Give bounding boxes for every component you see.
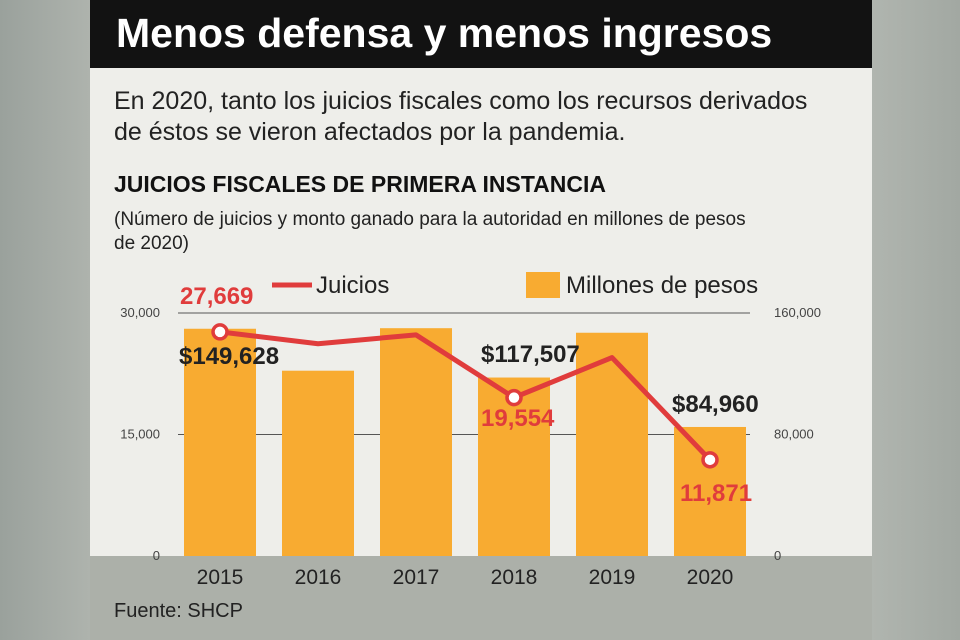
line-marker-2018: [505, 388, 523, 407]
x-category-label: 2019: [589, 566, 636, 589]
chart-heading: JUICIOS FISCALES DE PRIMERA INSTANCIA: [114, 171, 606, 197]
x-category-label: 2015: [197, 566, 244, 589]
y-right-tick-label: 0: [774, 548, 781, 563]
background-left: [0, 0, 90, 640]
bar-2020: [674, 426, 746, 556]
title-bar: Menos defensa y menos ingresos: [90, 0, 872, 68]
infographic-card: Menos defensa y menos ingresos En 2020, …: [90, 0, 872, 640]
bar-value-label: $117,507: [481, 341, 580, 368]
chart-note: (Número de juicios y monto ganado para l…: [114, 209, 746, 254]
background-right: [872, 0, 960, 640]
x-category-label: 2016: [295, 566, 342, 589]
line-value-label: 27,669: [180, 283, 253, 310]
y-left-tick-label: 0: [153, 548, 160, 563]
bar-2017: [380, 328, 452, 556]
y-left-tick-label: 15,000: [120, 427, 160, 442]
line-marker-2020: [701, 451, 719, 469]
legend-bar-label: Millones de pesos: [566, 272, 758, 299]
line-value-label: 19,554: [481, 405, 555, 432]
infographic-title: Menos defensa y menos ingresos: [116, 10, 773, 56]
bar-2015: [184, 328, 256, 556]
y-left-tick-label: 30,000: [120, 305, 160, 320]
bar-2016: [282, 370, 354, 556]
infographic-subtitle: En 2020, tanto los juicios fiscales como…: [114, 87, 808, 146]
y-right-tick-label: 80,000: [774, 427, 814, 442]
line-value-label: 11,871: [680, 480, 752, 507]
combo-chart: 0 15,000 30,000 0 80,000 160,000 2015 2016 2017 2…: [120, 272, 821, 589]
bar-value-label: $84,960: [672, 391, 759, 418]
bar-value-label: $149,628: [179, 343, 279, 370]
footer-band: [90, 556, 872, 640]
x-category-label: 2018: [491, 566, 538, 589]
juicios-line: [219, 329, 712, 462]
bar-2018: [478, 377, 550, 556]
x-category-label: 2017: [393, 566, 440, 589]
x-category-label: 2020: [687, 566, 734, 589]
legend-line-label: Juicios: [316, 272, 389, 299]
y-right-tick-label: 160,000: [774, 305, 821, 320]
legend-bar-swatch: [526, 272, 560, 298]
source-note: Fuente: SHCP: [114, 600, 243, 622]
line-marker-2015: [211, 323, 229, 341]
